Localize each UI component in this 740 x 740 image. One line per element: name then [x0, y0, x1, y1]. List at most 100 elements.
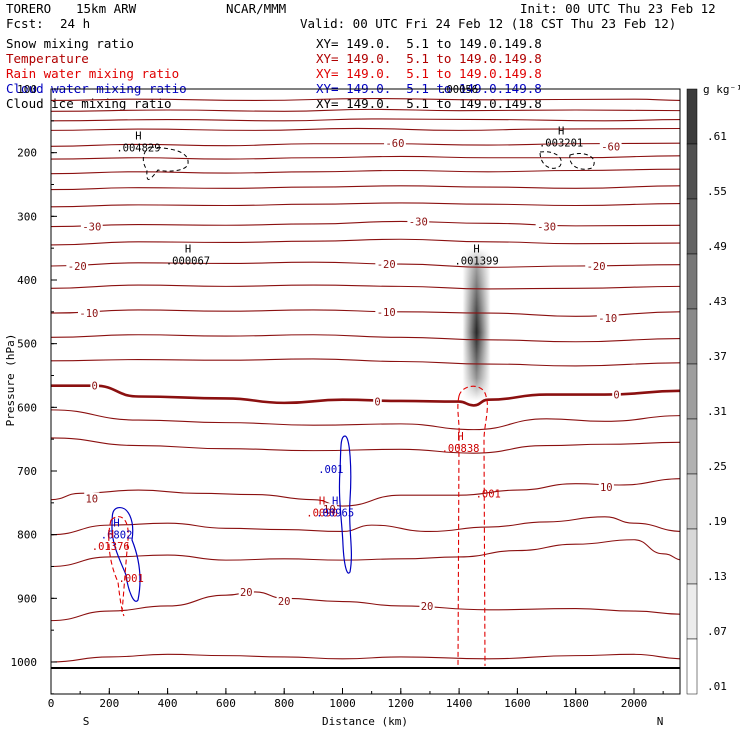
y-tick-label: 1000: [11, 656, 38, 669]
colorbar-bin: [686, 638, 698, 695]
extremum-value: .003201: [539, 137, 583, 149]
model-name: TORERO: [6, 1, 52, 16]
isotherm-label: 10: [323, 504, 336, 516]
isotherm-line: [51, 284, 680, 290]
colorbar-tick-label: .13: [707, 570, 727, 583]
field-xy-rain: XY= 149.0. 5.1 to 149.0.149.8: [316, 66, 542, 81]
isotherm-line: [51, 185, 680, 191]
isotherm-label-bg: [84, 492, 100, 505]
isotherm-line: [51, 409, 680, 431]
isotherm-label-bg: [596, 312, 619, 325]
contour-labels: -60 -60 -30 -30 -30 -20 -20 -20 -10 -10 -10 0 0 0 10 10…: [66, 84, 622, 613]
isotherm-line: [51, 97, 680, 102]
isotherm-label: -20: [377, 259, 396, 271]
colorbar-bin: [686, 143, 698, 200]
rain-water-contour: [457, 385, 488, 667]
isotherm-line: [51, 478, 680, 507]
y-tick-label: 700: [17, 465, 37, 478]
x-tick-label: 1200: [388, 697, 415, 710]
extremum-marker: H: [558, 125, 564, 137]
extremum-value: .001399: [454, 255, 498, 267]
isotherm-label-bg: [375, 258, 398, 271]
endpoint-right: N: [657, 715, 664, 728]
isotherm-line: [51, 108, 680, 112]
y-tick-label: 200: [17, 147, 37, 160]
colorbar-bin: [686, 198, 698, 255]
y-tick-label: 800: [17, 529, 37, 542]
y-axis-label: Pressure (hPa): [4, 334, 17, 427]
isotherm-line: [51, 309, 680, 317]
isotherm-label-bg: [535, 220, 558, 233]
colorbar-bin: [686, 528, 698, 585]
isotherm-label-bg: [276, 594, 292, 607]
field-name-snow: Snow mixing ratio: [6, 36, 134, 51]
isotherm-label: -10: [598, 313, 617, 325]
x-tick-label: 200: [99, 697, 119, 710]
y-tick-label: 100: [17, 83, 37, 96]
isotherm-line: [51, 261, 680, 268]
isotherm-line: [51, 238, 680, 246]
isotherm-label-bg: [66, 259, 89, 272]
isotherm-label-bg: [375, 305, 398, 318]
colorbar-bin: [686, 88, 698, 145]
field-xy-temperature: XY= 149.0. 5.1 to 149.0.149.8: [316, 51, 542, 66]
y-tick-label: 400: [17, 274, 37, 287]
cloud-water-contour: [111, 507, 141, 602]
colorbar-tick-label: .07: [707, 625, 727, 638]
isotherm-label: 20: [278, 596, 291, 608]
isotherm-label-bg: [599, 140, 622, 153]
y-tick-label: 500: [17, 338, 37, 351]
colorbar-bin: [686, 473, 698, 530]
valid-time: Valid: 00 UTC Fri 24 Feb 12 (18 CST Thu …: [300, 16, 677, 31]
isotherm-label: -60: [601, 141, 620, 153]
isotherm-line: [51, 358, 680, 367]
contour-value-label: .001: [318, 464, 343, 476]
isotherm-line: [51, 202, 680, 208]
isotherm-line: [51, 220, 680, 228]
isotherm-label: 20: [240, 587, 253, 599]
colorbar-tick-label: .55: [707, 185, 727, 198]
isotherm-label-bg: [407, 215, 430, 228]
contour-value-label: .00056: [440, 84, 478, 96]
colorbar-tick-label: .61: [707, 130, 727, 143]
x-tick-label: 600: [216, 697, 236, 710]
isotherm-line: [51, 384, 680, 407]
isotherm-contours: [51, 97, 680, 663]
extremum-marker: H: [457, 431, 463, 443]
extremum-marker: H: [135, 131, 141, 143]
forecast-hour: 24 h: [60, 16, 91, 31]
isotherm-label-bg: [598, 480, 614, 493]
colorbar-unit: g kg⁻¹: [703, 83, 740, 96]
isotherm-label: -10: [377, 307, 396, 319]
plot-frame: [50, 88, 681, 695]
rain-water-contour: [108, 516, 129, 617]
colorbar-bin: [686, 253, 698, 310]
cloud-water-contour: [338, 435, 352, 574]
extremum-marker: H: [113, 518, 119, 530]
organization: NCAR/MMM: [226, 1, 287, 16]
field-xy-snow: XY= 149.0. 5.1 to 149.0.149.8: [316, 36, 542, 51]
isotherm-line: [51, 142, 680, 147]
extremum-value: .6802: [101, 530, 133, 542]
extremum-value: .00838: [442, 443, 480, 455]
isotherm-line: [51, 168, 680, 175]
init-time: Init: 00 UTC Thu 23 Feb 12: [520, 1, 716, 16]
extremum-value: .004829: [116, 143, 160, 155]
isotherm-line: [51, 127, 680, 131]
colorbar-bin: [686, 583, 698, 640]
field-name-rain: Rain water mixing ratio: [6, 66, 180, 81]
extremum-value: .000067: [166, 255, 210, 267]
axes: 0 200 400 600 800 1000 1200 1400 1600 1800 2000100…: [4, 83, 664, 728]
extremum-marker: H: [332, 495, 338, 507]
isotherm-label-bg: [321, 503, 337, 516]
snow-column: [462, 248, 491, 401]
extremum-value: .0090: [306, 507, 338, 519]
isotherm-label-bg: [373, 395, 382, 408]
forecast-label: Fcst:: [6, 16, 44, 31]
cloud-ice-contour: [142, 146, 189, 180]
isotherm-label: 10: [85, 493, 98, 505]
isotherm-line: [51, 118, 680, 122]
contour-value-label: .001: [119, 573, 144, 585]
isotherm-label: 0: [613, 390, 619, 402]
